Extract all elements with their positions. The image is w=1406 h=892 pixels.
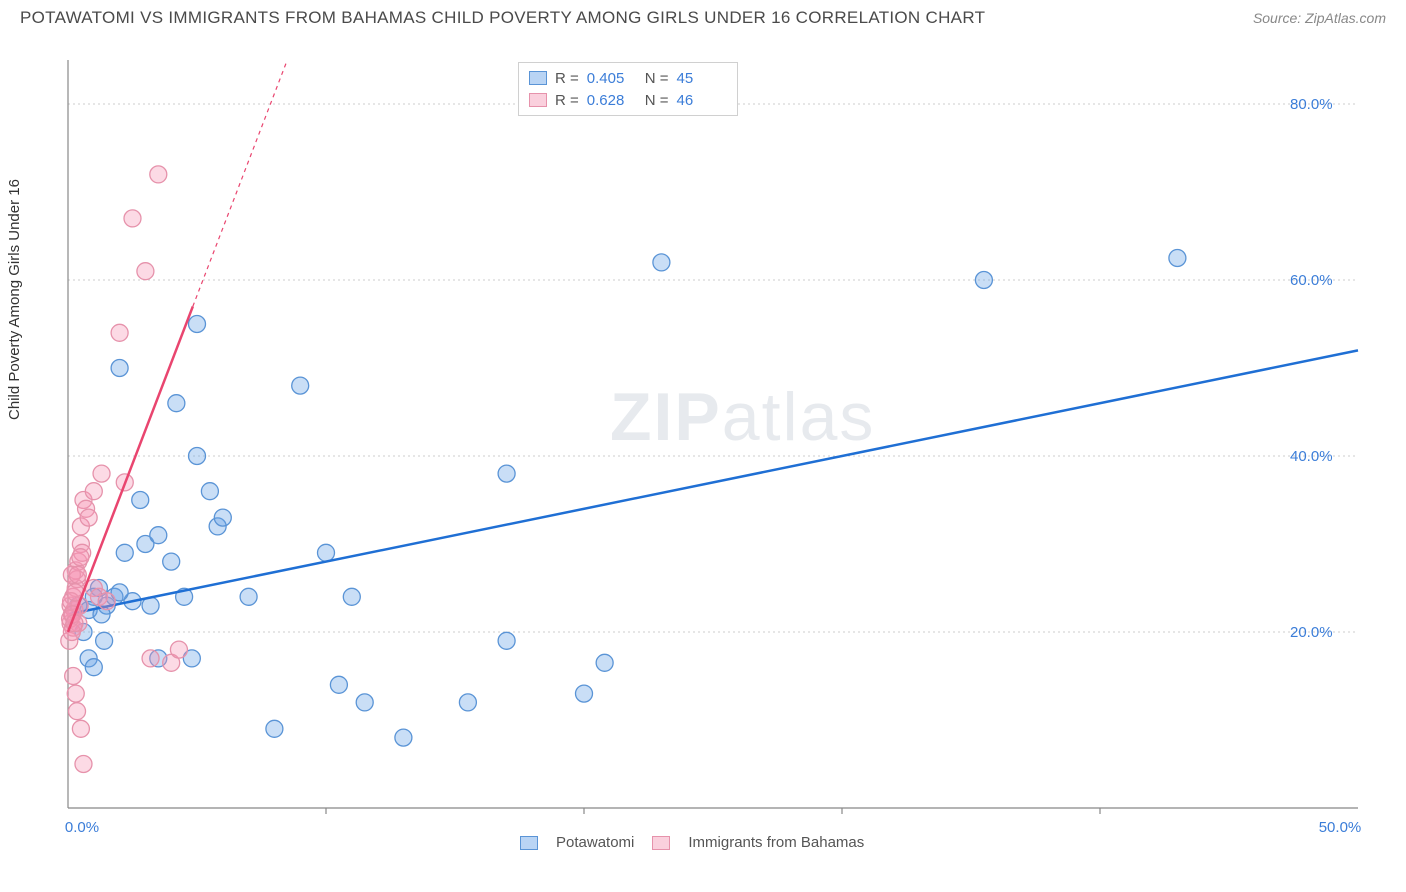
data-point	[142, 650, 159, 667]
data-point	[96, 632, 113, 649]
x-tick-label: 50.0%	[1319, 819, 1362, 836]
trend-line	[68, 350, 1358, 614]
legend-n-value: 46	[677, 92, 727, 109]
series-legend: Potawatomi Immigrants from Bahamas	[520, 834, 864, 851]
data-point	[65, 668, 82, 685]
data-point	[168, 395, 185, 412]
legend-r-value: 0.628	[587, 92, 637, 109]
data-point	[69, 703, 86, 720]
data-point	[240, 588, 257, 605]
data-point	[85, 483, 102, 500]
chart-title: POTAWATOMI VS IMMIGRANTS FROM BAHAMAS CH…	[20, 8, 985, 28]
data-point	[137, 263, 154, 280]
data-point	[498, 465, 515, 482]
data-point	[72, 720, 89, 737]
data-point	[98, 593, 115, 610]
data-point	[459, 694, 476, 711]
legend-series-label: Potawatomi	[556, 834, 634, 851]
trend-line	[68, 306, 193, 632]
data-point	[150, 527, 167, 544]
data-point	[653, 254, 670, 271]
legend-r-label: R =	[555, 70, 579, 87]
data-point	[67, 685, 84, 702]
data-point	[395, 729, 412, 746]
data-point	[111, 360, 128, 377]
data-point	[85, 659, 102, 676]
data-point	[189, 448, 206, 465]
data-point	[75, 756, 92, 773]
data-point	[356, 694, 373, 711]
y-tick-label: 40.0%	[1290, 448, 1333, 465]
legend-swatch	[529, 71, 547, 85]
data-point	[498, 632, 515, 649]
data-point	[132, 492, 149, 509]
data-point	[116, 544, 133, 561]
data-point	[975, 272, 992, 289]
data-point	[1169, 250, 1186, 267]
legend-n-label: N =	[645, 70, 669, 87]
y-tick-label: 60.0%	[1290, 272, 1333, 289]
legend-row: R = 0.628 N = 46	[529, 89, 727, 111]
legend-swatch	[520, 836, 538, 850]
data-point	[292, 377, 309, 394]
y-tick-label: 80.0%	[1290, 96, 1333, 113]
y-tick-label: 20.0%	[1290, 624, 1333, 641]
legend-r-value: 0.405	[587, 70, 637, 87]
data-point	[124, 210, 141, 227]
data-point	[330, 676, 347, 693]
chart-area: 20.0%40.0%60.0%80.0%0.0%50.0% ZIPatlas R…	[50, 48, 1390, 848]
data-point	[72, 549, 89, 566]
data-point	[576, 685, 593, 702]
legend-swatch	[529, 93, 547, 107]
data-point	[343, 588, 360, 605]
data-point	[266, 720, 283, 737]
trend-line-dashed	[193, 60, 287, 306]
data-point	[214, 509, 231, 526]
data-point	[69, 566, 86, 583]
data-point	[111, 324, 128, 341]
title-bar: POTAWATOMI VS IMMIGRANTS FROM BAHAMAS CH…	[0, 0, 1406, 32]
data-point	[318, 544, 335, 561]
data-point	[150, 166, 167, 183]
data-point	[93, 465, 110, 482]
legend-n-value: 45	[677, 70, 727, 87]
legend-swatch	[652, 836, 670, 850]
data-point	[163, 553, 180, 570]
legend-r-label: R =	[555, 92, 579, 109]
legend-n-label: N =	[645, 92, 669, 109]
legend-row: R = 0.405 N = 45	[529, 67, 727, 89]
correlation-legend: R = 0.405 N = 45 R = 0.628 N = 46	[518, 62, 738, 116]
data-point	[170, 641, 187, 658]
legend-series-label: Immigrants from Bahamas	[688, 834, 864, 851]
x-tick-label: 0.0%	[65, 819, 99, 836]
y-axis-label: Child Poverty Among Girls Under 16	[6, 179, 23, 420]
data-point	[596, 654, 613, 671]
scatter-chart: 20.0% 40.0% 60.0% 80.0% 0.0% 50.0%	[50, 48, 1390, 848]
data-point	[80, 509, 97, 526]
data-point	[189, 316, 206, 333]
source-attribution: Source: ZipAtlas.com	[1253, 10, 1386, 26]
data-point	[201, 483, 218, 500]
